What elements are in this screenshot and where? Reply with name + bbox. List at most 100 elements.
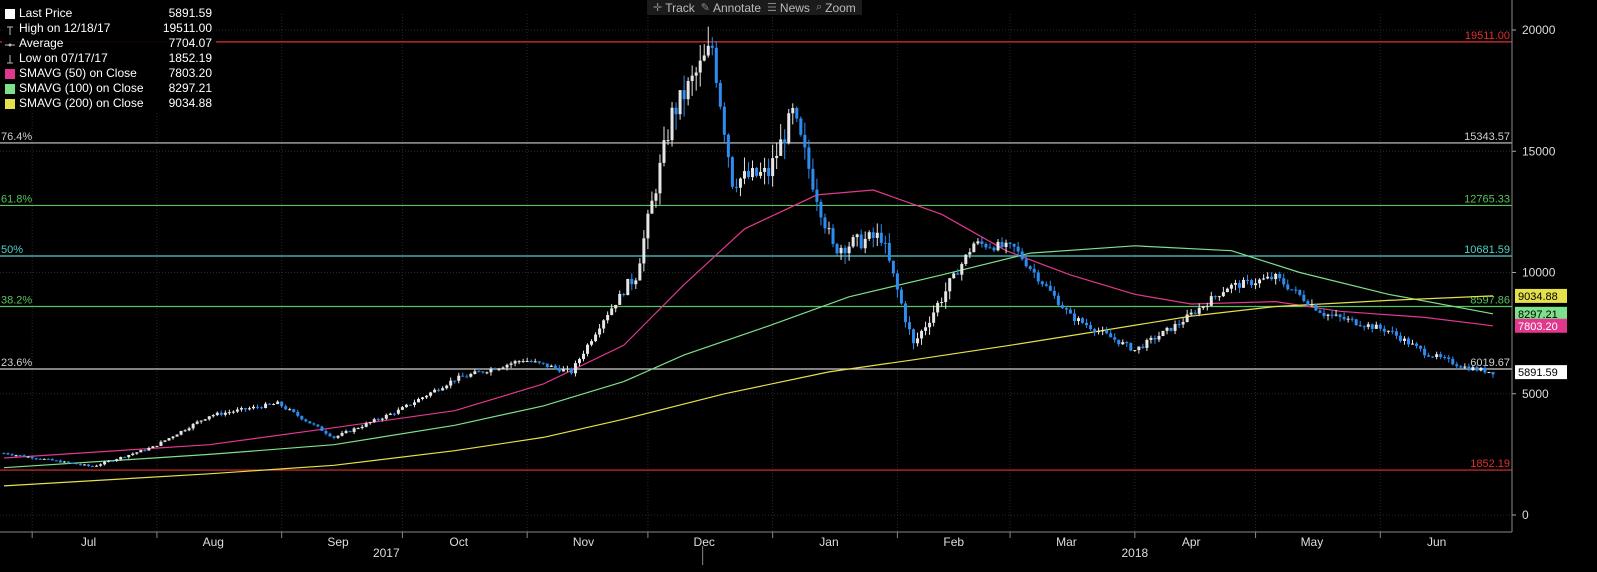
candle-body [863,238,867,249]
candle-body [626,278,630,296]
zoom-button[interactable]: ⌕ Zoom [816,0,856,15]
price-badge-bg [1515,365,1567,380]
candle-body [686,81,690,100]
candle-body [437,389,441,391]
candle-body [384,414,388,419]
news-button[interactable]: ☰ News [767,0,810,15]
candle-body [529,361,533,363]
candle-body [95,465,99,467]
candle-body [352,428,356,432]
candle-body [135,452,139,454]
candle-body [509,363,513,365]
candle-body [541,362,545,364]
candle-body [171,436,175,439]
x-tick-label: Sep [327,535,349,549]
candle-body [1081,318,1085,323]
candle-body [1290,289,1294,291]
candle-body [1193,312,1197,314]
candle-body [682,90,686,100]
candle-body [155,445,159,447]
candle-body [1451,358,1455,365]
candle-body [493,368,497,370]
candle-body [1286,284,1290,290]
candle-body [1306,300,1310,306]
level-value-label: 19511.00 [1465,30,1510,42]
candle-body [960,264,964,275]
candle-body [1036,272,1040,282]
candle-body [992,247,996,251]
candle-body [694,72,698,76]
candle-body [1129,343,1133,351]
candle-body [260,407,264,409]
x-tick-label: Jul [81,535,96,549]
candle-body [404,404,408,408]
candle-body [1471,367,1475,371]
price-badge-label: 5891.59 [1518,367,1558,379]
candle-body [292,409,296,412]
candle-body [988,247,992,249]
candle-body [320,426,324,431]
candle-body [545,363,549,367]
candle-body [1314,304,1318,311]
price-badge: 8297.21 [1515,306,1567,321]
annotate-button[interactable]: ✎ Annotate [701,0,761,15]
candle-body [1427,355,1431,357]
candle-body [376,419,380,421]
candle-body [1266,276,1270,279]
candle-body [932,312,936,323]
candle-body [573,363,577,374]
candle-body [324,430,328,434]
candle-body [1056,295,1060,306]
candle-body [1362,326,1366,328]
candle-body [1133,350,1137,352]
candle-body [1366,324,1370,327]
candle-body [252,406,256,409]
candle-body [243,408,247,410]
legend-item: Average 7704.07 [2,36,216,51]
candle-body [74,463,78,465]
candle-body [1423,348,1427,356]
y-tick-label: 10000 [1522,266,1556,280]
track-button[interactable]: ✛ Track [653,0,695,15]
candle-body [336,435,340,438]
candle-body [1338,314,1342,317]
candle-body [441,388,445,391]
candle-body [203,419,207,421]
price-badge-label: 8297.21 [1518,309,1558,321]
candle-body [1052,290,1056,296]
candle-body [755,167,759,176]
candle-body [497,368,501,370]
candle-body [328,433,332,437]
news-label: News [779,0,810,15]
price-badge: 7803.20 [1515,318,1567,333]
candle-body [1310,304,1314,306]
candle-body [670,107,674,141]
candle-body [759,171,763,176]
candle-body [284,406,288,410]
y-tick-label: 15000 [1522,144,1556,158]
candle-body [843,247,847,254]
candle-body [827,228,831,230]
candle-body [718,82,722,107]
candle-body [1282,278,1286,285]
candle-body [976,241,980,244]
candle-body [14,455,18,457]
legend-value: 1852.19 [168,51,212,65]
level-value-label: 1852.19 [1470,458,1510,470]
candle-body [211,415,215,417]
candle-body [1487,371,1491,373]
candle-body [183,430,187,432]
legend-label: High on 12/18/17 [19,21,111,35]
candle-body [891,260,895,274]
legend-value: 19511.00 [162,21,212,35]
zoom-label: Zoom [825,0,856,15]
level-value-label: 12765.33 [1464,193,1510,205]
candle-body [920,330,924,339]
candle-body [610,308,614,315]
candle-body [1197,307,1201,314]
candle-body [1258,279,1262,284]
legend-label: SMAVG (200) on Close [19,96,144,110]
candle-body [453,380,457,382]
candle-body [590,341,594,345]
